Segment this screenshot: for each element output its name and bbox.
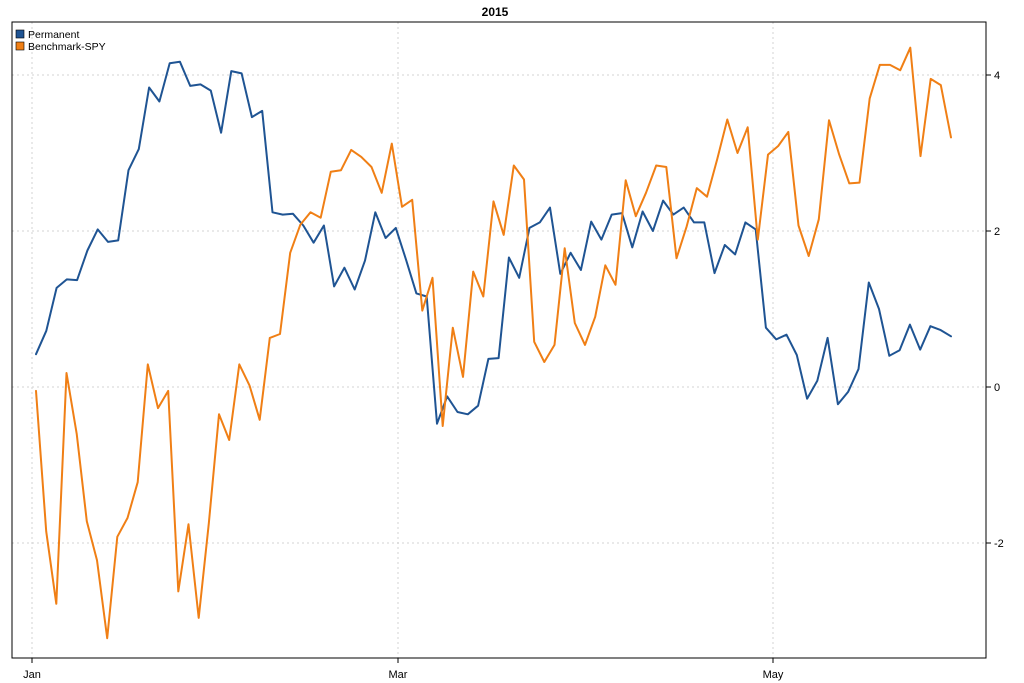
y-tick-label: 4 <box>994 70 1000 82</box>
legend-swatch <box>15 41 25 51</box>
chart-title: 2015 <box>482 5 509 19</box>
series-line-benchmark-spy <box>35 46 952 640</box>
axes: Jan Mar May -2 0 2 4 <box>23 70 1004 681</box>
y-tick-label: 0 <box>994 382 1000 394</box>
x-tick-label: May <box>763 669 784 681</box>
y-tick-label: -2 <box>994 538 1004 550</box>
legend-label: Permanent <box>28 29 79 41</box>
grid <box>12 22 986 658</box>
y-tick-label: 2 <box>994 226 1000 238</box>
series-line-permanent <box>35 60 952 425</box>
legend-label: Benchmark-SPY <box>28 41 106 53</box>
x-tick-label: Jan <box>23 669 41 681</box>
plot-frame <box>11 21 987 659</box>
x-tick-label: Mar <box>389 669 408 681</box>
series-lines <box>35 46 952 640</box>
legend-swatch <box>15 29 25 39</box>
